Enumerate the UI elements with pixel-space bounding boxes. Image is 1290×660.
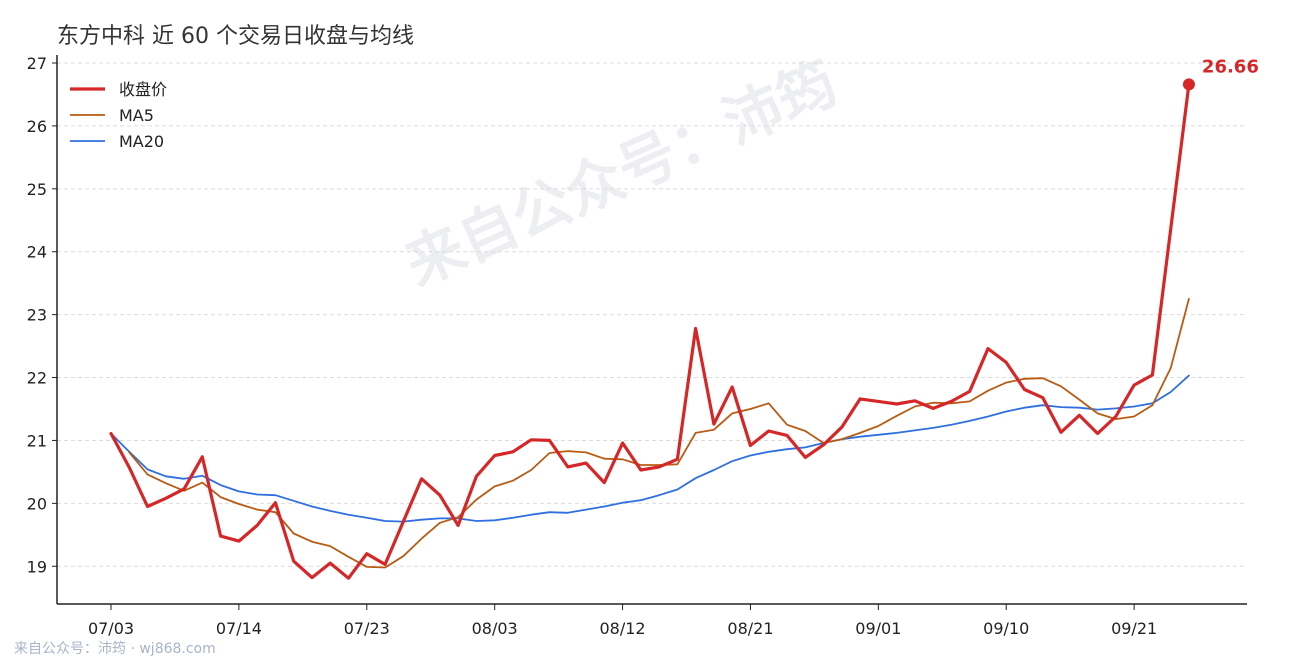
- last-close-label: 26.66: [1202, 56, 1259, 77]
- y-tick-label: 24: [27, 243, 47, 262]
- y-tick-label: 19: [27, 557, 47, 576]
- x-tick-label: 07/14: [216, 619, 262, 638]
- y-tick-label: 21: [27, 431, 47, 450]
- y-tick-label: 27: [27, 54, 47, 73]
- series-line-ma5: [128, 298, 1190, 569]
- annotations: 26.66: [1182, 56, 1259, 91]
- grid: [57, 62, 1247, 567]
- legend: 收盘价 MA5 MA20: [70, 80, 167, 151]
- x-tick-label: 08/12: [600, 619, 646, 638]
- last-close-marker: [1182, 78, 1195, 91]
- footer-credit: 来自公众号：沛筠 · wj868.com: [14, 641, 216, 657]
- y-tick-label: 20: [27, 494, 47, 513]
- series-lines: [109, 82, 1191, 580]
- x-tick-label: 07/03: [88, 619, 134, 638]
- x-tick-label: 09/21: [1111, 619, 1157, 638]
- x-tick-label: 08/03: [472, 619, 518, 638]
- x-tick-label: 07/23: [344, 619, 390, 638]
- legend-label: MA5: [119, 106, 154, 125]
- axes: 19 20 21 22 23 24 25 26 27 07/03 07/14 07/23 08/03 08…: [27, 54, 1247, 638]
- y-tick-label: 25: [27, 180, 47, 199]
- series-line-ma20: [110, 374, 1190, 523]
- y-tick-label: 26: [27, 117, 47, 136]
- legend-label: 收盘价: [119, 80, 167, 99]
- x-tick-label: 09/01: [855, 619, 901, 638]
- y-tick-label: 22: [27, 369, 47, 388]
- y-tick-label: 23: [27, 306, 47, 325]
- legend-label: MA20: [119, 132, 164, 151]
- x-tick-label: 09/10: [983, 619, 1029, 638]
- chart-title: 东方中科 近 60 个交易日收盘与均线: [57, 24, 414, 49]
- x-tick-label: 08/21: [727, 619, 773, 638]
- series-line-close: [109, 82, 1191, 580]
